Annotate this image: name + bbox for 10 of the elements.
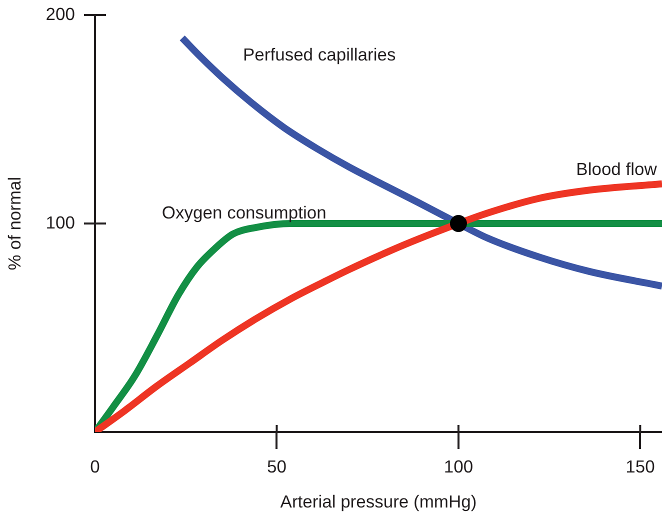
x-axis-title: Arterial pressure (mmHg) bbox=[280, 491, 477, 512]
x-tick-label: 0 bbox=[90, 456, 100, 476]
series-label: Blood flow bbox=[576, 158, 658, 179]
x-tick-label: 100 bbox=[444, 456, 474, 476]
x-tick-label: 150 bbox=[626, 456, 656, 476]
series-label: Perfused capillaries bbox=[242, 44, 396, 65]
series-label: Oxygen consumption bbox=[162, 202, 326, 222]
x-tick-label: 50 bbox=[266, 456, 287, 476]
y-tick-label: 200 bbox=[46, 4, 76, 24]
y-axis-title: % of normal bbox=[4, 176, 24, 270]
